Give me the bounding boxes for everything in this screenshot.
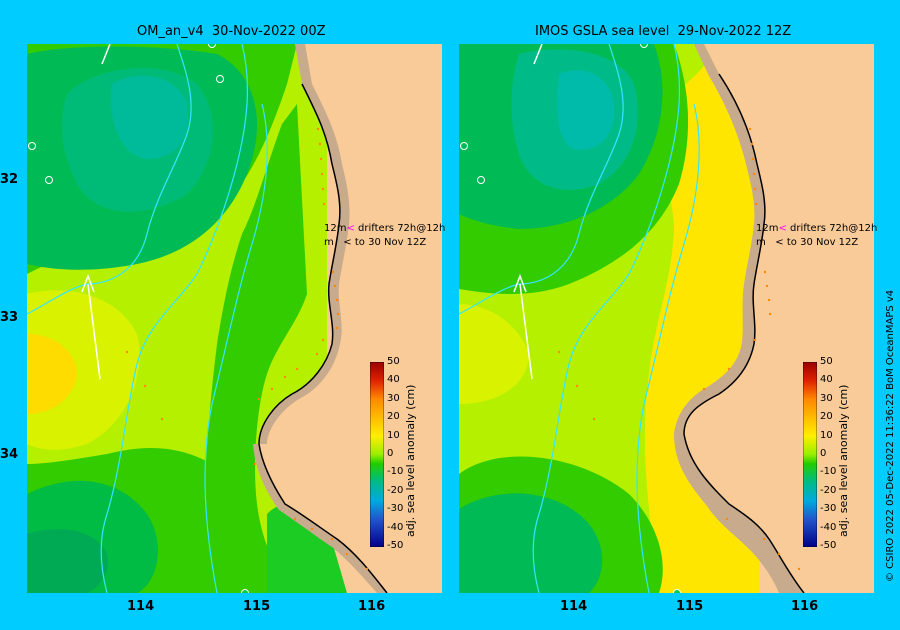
drift-text: drifters 72h@12h (354, 223, 446, 234)
x-tick-label: 114 (127, 599, 155, 614)
drift-text: drifters 72h@12h (786, 223, 878, 234)
drifter-legend-left-line1: 12m< drifters 72h@12h (324, 223, 445, 234)
colorbar-tick-label: 50 (387, 356, 400, 367)
drifter-legend-left-line2: m < to 30 Nov 12Z (324, 237, 426, 248)
pink-arrow-icon: < (346, 223, 355, 234)
y-tick-label: 34 (0, 447, 19, 462)
panel-title-right: IMOS GSLA sea level 29-Nov-2022 12Z (535, 24, 792, 39)
x-tick-label: 115 (243, 599, 271, 614)
drift-text: to 30 Nov 12Z (783, 237, 859, 248)
colorbar-tick-label: 10 (387, 429, 400, 441)
sea-level-field-left (27, 44, 442, 593)
colorbar-tick-label: -20 (820, 484, 837, 496)
colorbar-right (803, 362, 817, 547)
x-tick-label: 116 (791, 599, 819, 614)
drift-prefix: m (756, 237, 766, 248)
colorbar-tick-label: 40 (387, 374, 400, 386)
colorbar-tick-label: -50 (387, 540, 404, 551)
x-tick-label: 115 (676, 599, 704, 614)
black-arrow-icon: < (775, 237, 784, 248)
drifter-legend-right-line2: m < to 30 Nov 12Z (756, 237, 858, 248)
colorbar-tick-label: -30 (387, 503, 404, 515)
colorbar-tick-label: 50 (820, 356, 833, 367)
colorbar-tick-label: -40 (820, 521, 837, 533)
x-tick-label: 114 (560, 599, 588, 614)
colorbar-tick-label: 10 (820, 429, 833, 441)
colorbar-tick-label: 0 (820, 448, 827, 459)
colorbar-tick-label: 0 (387, 448, 394, 459)
current-arrow (87, 283, 101, 380)
colorbar-tick-label: 40 (820, 374, 833, 386)
colorbar-tick-label: -10 (820, 466, 837, 478)
drift-prefix: m (324, 237, 334, 248)
colorbar-tick-label: -20 (387, 484, 404, 496)
colorbar-tick-label: 20 (387, 411, 400, 423)
colorbar-label-right: adj. sea level anomaly (cm) (837, 384, 850, 537)
credit-text: © CSIRO 2022 05-Dec-2022 11:36:22 BoM Oc… (885, 289, 896, 582)
drift-prefix: 12m (756, 223, 779, 234)
colorbar-tick-label: -10 (387, 466, 404, 478)
y-tick-label: 32 (0, 172, 19, 187)
colorbar-tick-label: 30 (387, 392, 400, 404)
colorbar-tick-label: 30 (820, 392, 833, 404)
x-tick-label: 116 (358, 599, 386, 614)
pink-arrow-icon: < (778, 223, 787, 234)
map-panel-left[interactable] (27, 44, 442, 593)
drift-text: to 30 Nov 12Z (351, 237, 427, 248)
colorbar-left (370, 362, 384, 547)
colorbar-label-left: adj. sea level anomaly (cm) (404, 384, 417, 537)
sea-level-field-right (459, 44, 874, 593)
drift-prefix: 12m (324, 223, 347, 234)
current-arrow (519, 283, 533, 380)
black-arrow-icon: < (343, 237, 352, 248)
colorbar-tick-label: -50 (820, 540, 837, 551)
colorbar-tick-label: -30 (820, 503, 837, 515)
panel-title-left: OM_an_v4 30-Nov-2022 00Z (137, 24, 326, 39)
y-tick-label: 33 (0, 310, 19, 325)
drifter-legend-right-line1: 12m< drifters 72h@12h (756, 223, 877, 234)
colorbar-tick-label: -40 (387, 521, 404, 533)
colorbar-tick-label: 20 (820, 411, 833, 423)
